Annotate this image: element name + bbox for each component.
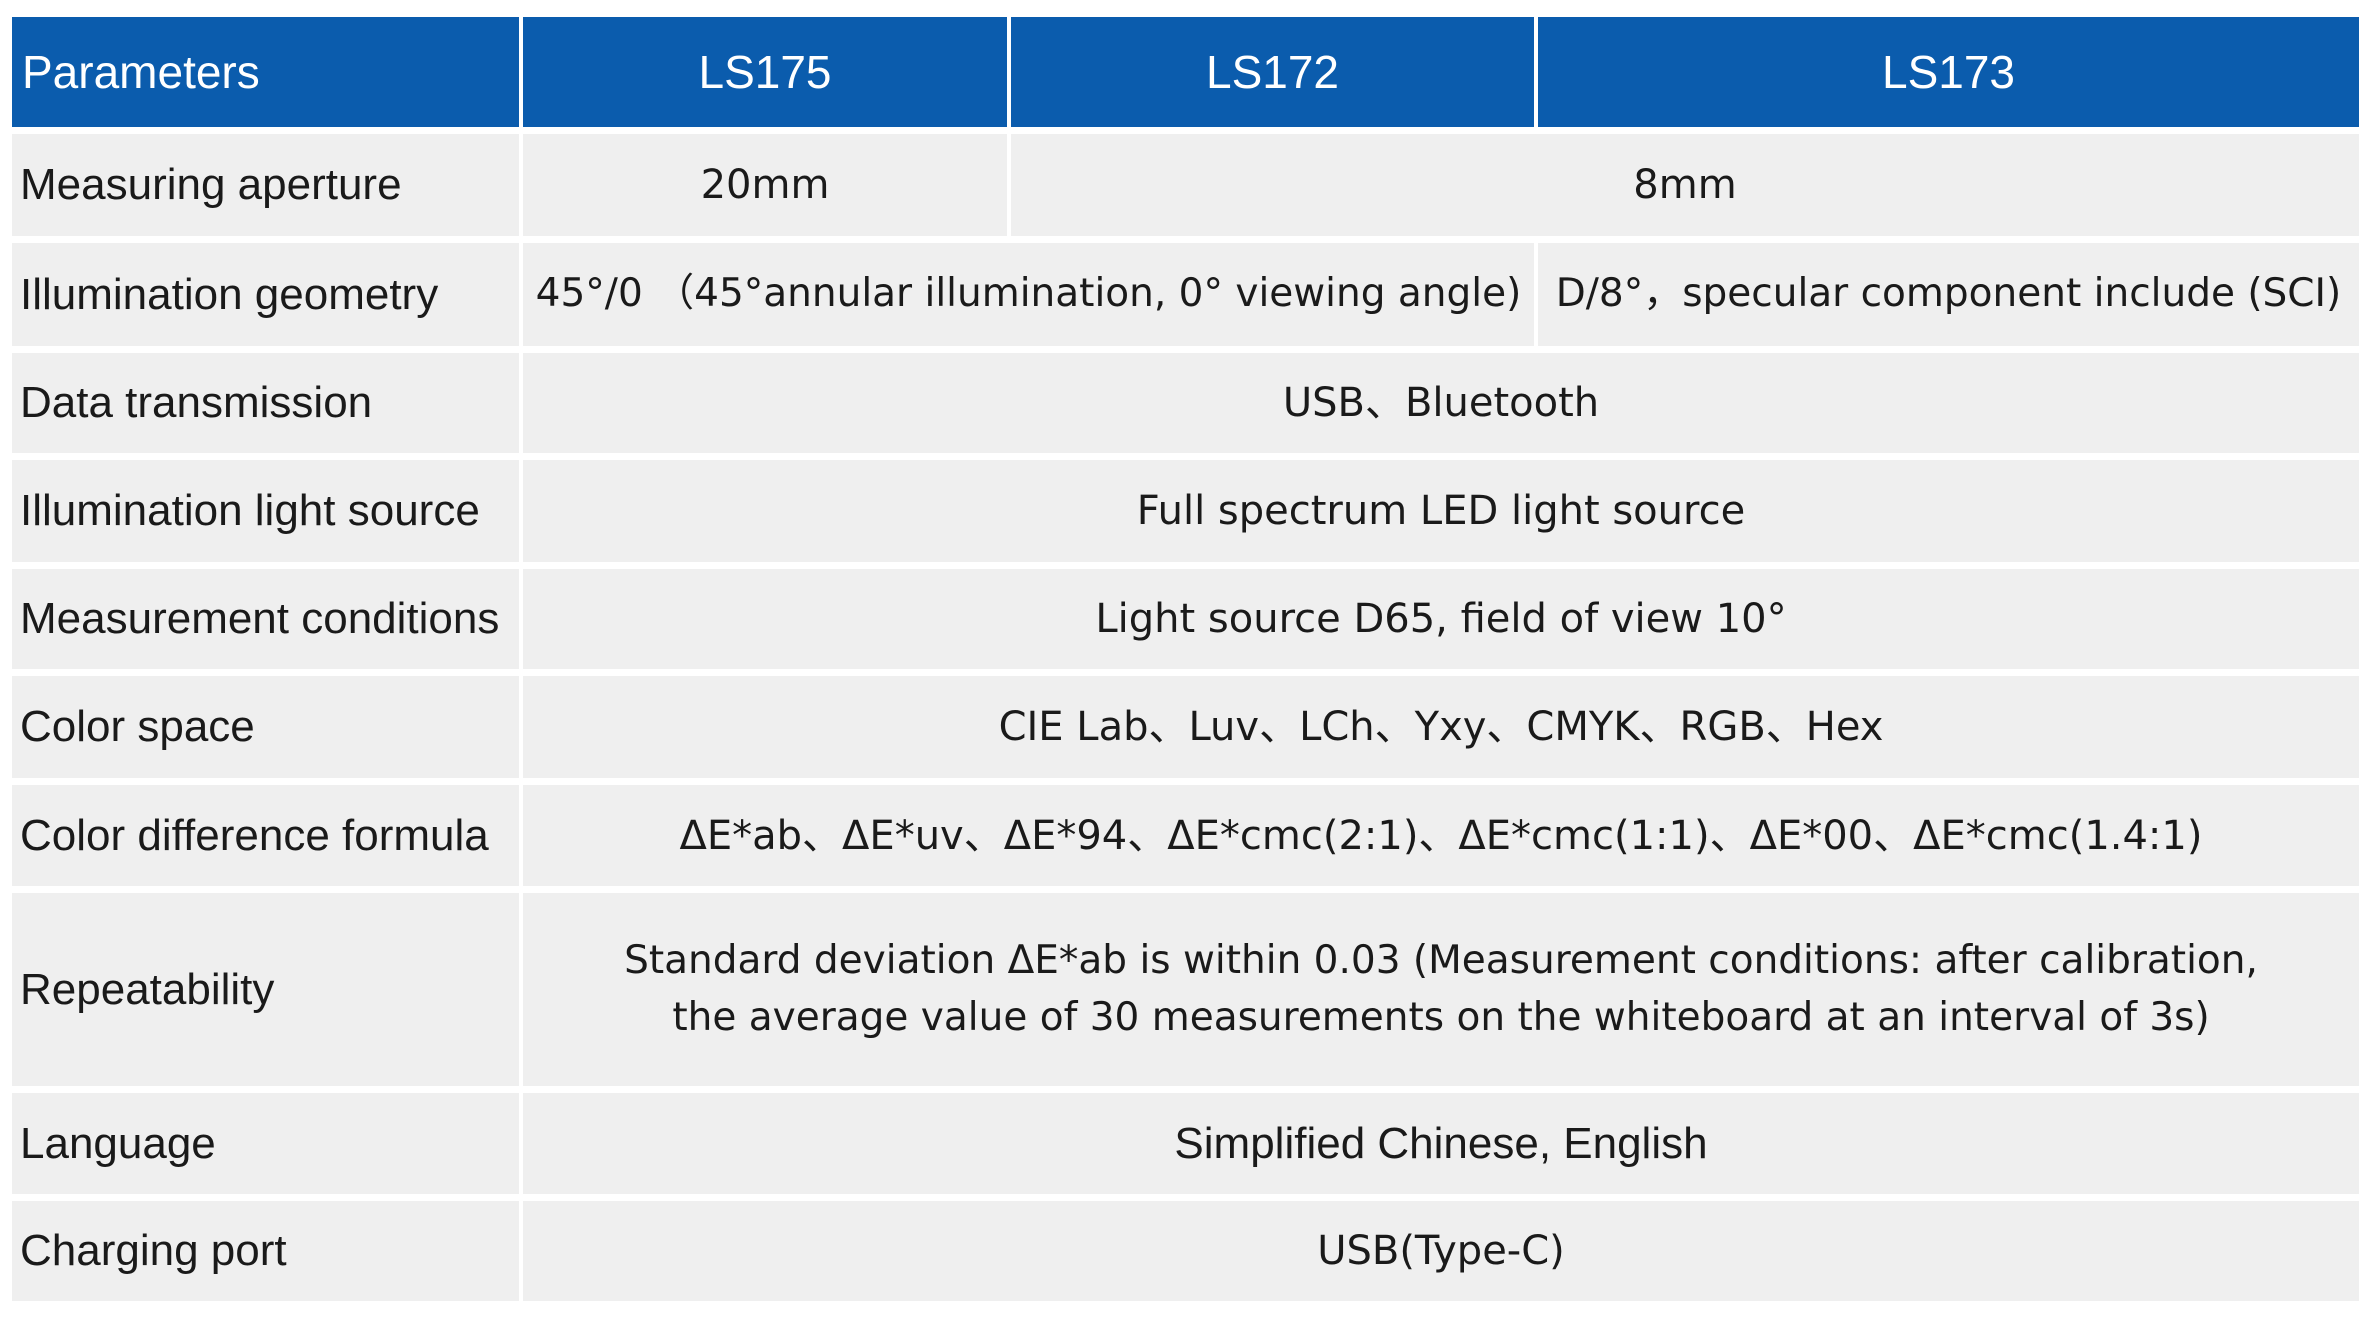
spec-table: Parameters LS175 LS172 LS173 Measuring a… — [12, 17, 2359, 1301]
cell: CIE Lab、Luv、LCh、Yxy、CMYK、RGB、Hex — [523, 676, 2359, 778]
row-label: Repeatability — [12, 893, 519, 1086]
row-label: Measuring aperture — [12, 134, 519, 236]
row-label: Language — [12, 1093, 519, 1194]
row-label: Illumination light source — [12, 460, 519, 562]
row-label: Data transmission — [12, 353, 519, 453]
cell: Standard deviation ΔE*ab is within 0.03 … — [523, 893, 2359, 1086]
cell: ΔE*ab、ΔE*uv、ΔE*94、ΔE*cmc(2:1)、ΔE*cmc(1:1… — [523, 785, 2359, 886]
header-cell: LS173 — [1538, 17, 2359, 127]
cell: Simplified Chinese, English — [523, 1093, 2359, 1194]
row-label: Color difference formula — [12, 785, 519, 886]
row-label: Color space — [12, 676, 519, 778]
cell: D/8°，specular component include (SCI) — [1538, 243, 2359, 346]
cell: Light source D65, field of view 10° — [523, 569, 2359, 669]
cell: Full spectrum LED light source — [523, 460, 2359, 562]
cell: 45°/0 （45°annular illumination, 0° viewi… — [523, 243, 1534, 346]
row-label: Measurement conditions — [12, 569, 519, 669]
cell: 20mm — [523, 134, 1007, 236]
row-label: Illumination geometry — [12, 243, 519, 346]
header-cell: LS175 — [523, 17, 1007, 127]
header-cell: Parameters — [12, 17, 519, 127]
cell: USB、Bluetooth — [523, 353, 2359, 453]
row-label: Charging port — [12, 1201, 519, 1301]
cell: USB(Type-C) — [523, 1201, 2359, 1301]
cell: 8mm — [1011, 134, 2359, 236]
header-cell: LS172 — [1011, 17, 1534, 127]
